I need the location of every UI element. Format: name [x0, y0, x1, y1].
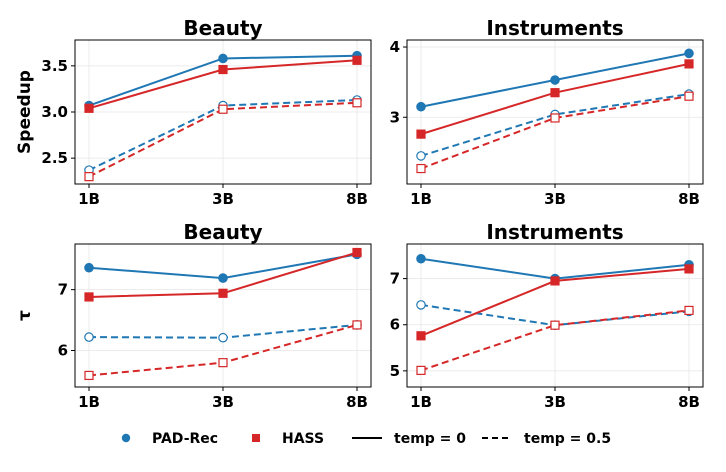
x-tick-label: 1B: [78, 393, 100, 411]
series-hass-temp-0-point: [684, 264, 694, 274]
series-pad-rec-temp-0-point: [416, 101, 426, 112]
series-hass-temp-0-5-point: [352, 320, 362, 330]
panel-3: Beauty 6 7 1B 3B 8B τ: [15, 220, 372, 411]
series-pad-rec-temp-0-point: [416, 253, 426, 264]
series-hass-temp-0-5-point: [84, 370, 94, 381]
legend-entry-temp-0: temp = 0: [352, 431, 466, 447]
series-hass-temp-0-point: [416, 129, 426, 139]
series-hass-temp-0-point: [84, 292, 94, 302]
series-hass-temp-0-5-point: [218, 104, 228, 114]
panel-title: Beauty: [183, 16, 262, 40]
series-hass-temp-0-point: [84, 103, 94, 113]
series-hass-temp-0-5-point: [684, 305, 694, 316]
x-tick-label: 8B: [346, 393, 368, 411]
series-hass-temp-0-5-point: [218, 358, 228, 368]
series-pad-rec-temp-0-5-point: [416, 151, 426, 161]
y-tick-label: 6: [58, 341, 68, 359]
panel-4: Instruments 5 6 7 1B 3B 8B: [390, 220, 704, 411]
series-pad-rec-temp-0-5-point: [218, 332, 228, 343]
y-tick-label: 4: [390, 38, 400, 56]
series-hass-temp-0-5-point: [416, 365, 426, 375]
series-hass-temp-0-5-point: [550, 320, 560, 330]
x-tick-label: 1B: [78, 190, 100, 208]
legend-label: temp = 0: [394, 431, 466, 447]
y-tick-label: 7: [390, 270, 400, 288]
series-hass-temp-0-point: [550, 276, 560, 286]
series-hass-temp-0-5-point: [684, 91, 694, 101]
series-pad-rec-temp-0-point: [684, 48, 694, 59]
y-tick-label: 2.5: [41, 149, 68, 167]
series-hass-temp-0-point: [218, 288, 228, 298]
legend-label: temp = 0.5: [524, 431, 611, 447]
legend-entry-temp-0-5: temp = 0.5: [482, 431, 611, 447]
series-hass-temp-0-point: [352, 55, 362, 65]
x-tick-label: 3B: [212, 190, 234, 208]
series-pad-rec-temp-0-point: [218, 273, 228, 283]
x-tick-label: 8B: [678, 190, 700, 208]
x-tick-label: 1B: [410, 190, 432, 208]
y-tick-label: 3.5: [41, 57, 68, 75]
x-tick-label: 1B: [410, 393, 432, 411]
legend-label: HASS: [282, 431, 324, 447]
series-hass-temp-0-point: [550, 88, 560, 98]
series-hass-temp-0-5-point: [352, 98, 362, 108]
x-tick-label: 8B: [346, 190, 368, 208]
x-tick-label: 3B: [544, 393, 566, 411]
y-tick-label: 5: [390, 362, 400, 380]
legend-entry-hass: HASS: [252, 431, 324, 447]
panel-title: Instruments: [486, 16, 623, 40]
y-axis-label: τ: [15, 310, 35, 321]
panel-1: Beauty 2.5 3.0 3.5 1B 3B 8B Speedup: [15, 16, 372, 208]
x-tick-label: 3B: [544, 190, 566, 208]
series-pad-rec-temp-0-5-point: [416, 300, 426, 310]
legend-swatch-square: [252, 434, 260, 442]
series-hass-temp-0-5-point: [84, 172, 94, 182]
y-tick-label: 6: [390, 316, 400, 334]
series-hass-temp-0-point: [218, 64, 228, 75]
series-pad-rec-temp-0-point: [84, 262, 94, 273]
y-tick-label: 3.0: [41, 103, 68, 121]
y-tick-label: 3: [390, 108, 400, 126]
series-hass-temp-0-point: [416, 331, 426, 341]
legend: PAD-Rec HASS temp = 0 temp = 0.5: [121, 431, 611, 447]
series-hass-temp-0-5-point: [550, 113, 560, 123]
series-hass-temp-0-point: [684, 59, 694, 69]
series-pad-rec-temp-0-5-point: [84, 332, 94, 342]
series-hass-temp-0-5-point: [416, 163, 426, 174]
legend-entry-pad-rec: PAD-Rec: [121, 431, 218, 447]
x-tick-label: 8B: [678, 393, 700, 411]
series-pad-rec-temp-0-point: [550, 75, 560, 85]
legend-swatch-circle: [121, 433, 131, 443]
series-hass-temp-0-5-line: [420, 309, 690, 372]
y-axis-label: Speedup: [15, 70, 35, 154]
legend-label: PAD-Rec: [152, 431, 218, 447]
series-hass-temp-0-point: [352, 247, 362, 258]
panel-title: Instruments: [486, 220, 623, 244]
panel-title: Beauty: [183, 220, 262, 244]
series-pad-rec-temp-0-5-line: [420, 93, 690, 157]
panel-2: Instruments 3 4 1B 3B 8B: [390, 16, 704, 208]
x-tick-label: 3B: [212, 393, 234, 411]
y-tick-label: 7: [58, 281, 68, 299]
series-pad-rec-temp-0-point: [218, 53, 228, 64]
